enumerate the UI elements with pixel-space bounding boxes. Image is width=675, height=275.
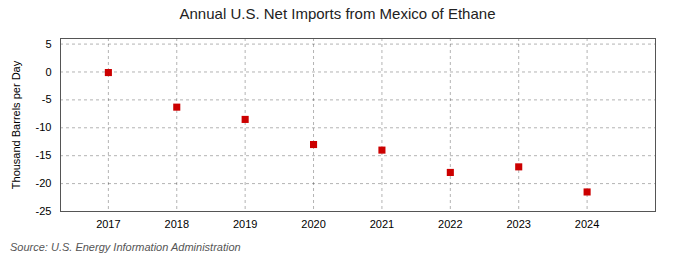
svg-text:5: 5: [45, 38, 51, 50]
svg-text:2022: 2022: [438, 218, 462, 230]
svg-text:-25: -25: [36, 205, 52, 217]
svg-text:2024: 2024: [575, 218, 599, 230]
html-text:Source: U.S. Energy Informatio: Source: U.S. Energy Information Administ…: [10, 241, 241, 253]
svg-text:2020: 2020: [301, 218, 325, 230]
svg-text:2019: 2019: [233, 218, 257, 230]
svg-text:0: 0: [45, 66, 51, 78]
svg-text:2021: 2021: [370, 218, 394, 230]
svg-text:2018: 2018: [165, 218, 189, 230]
svg-text:-20: -20: [36, 177, 52, 189]
svg-text:Thousand Barrels per Day: Thousand Barrels per Day: [10, 60, 22, 189]
svg-text:-5: -5: [42, 93, 52, 105]
svg-text:2023: 2023: [506, 218, 530, 230]
svg-text:2017: 2017: [96, 218, 120, 230]
svg-text:-10: -10: [36, 121, 52, 133]
svg-text:-15: -15: [36, 149, 52, 161]
html-text:Annual U.S. Net Imports from M: Annual U.S. Net Imports from Mexico of E…: [179, 5, 496, 22]
